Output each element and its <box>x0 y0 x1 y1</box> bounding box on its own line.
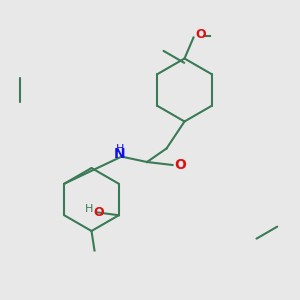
Text: O: O <box>93 206 104 219</box>
Text: H: H <box>85 204 93 214</box>
Text: O: O <box>174 158 186 172</box>
Text: N: N <box>114 148 126 161</box>
Text: H: H <box>116 144 124 154</box>
Text: O: O <box>196 28 206 41</box>
